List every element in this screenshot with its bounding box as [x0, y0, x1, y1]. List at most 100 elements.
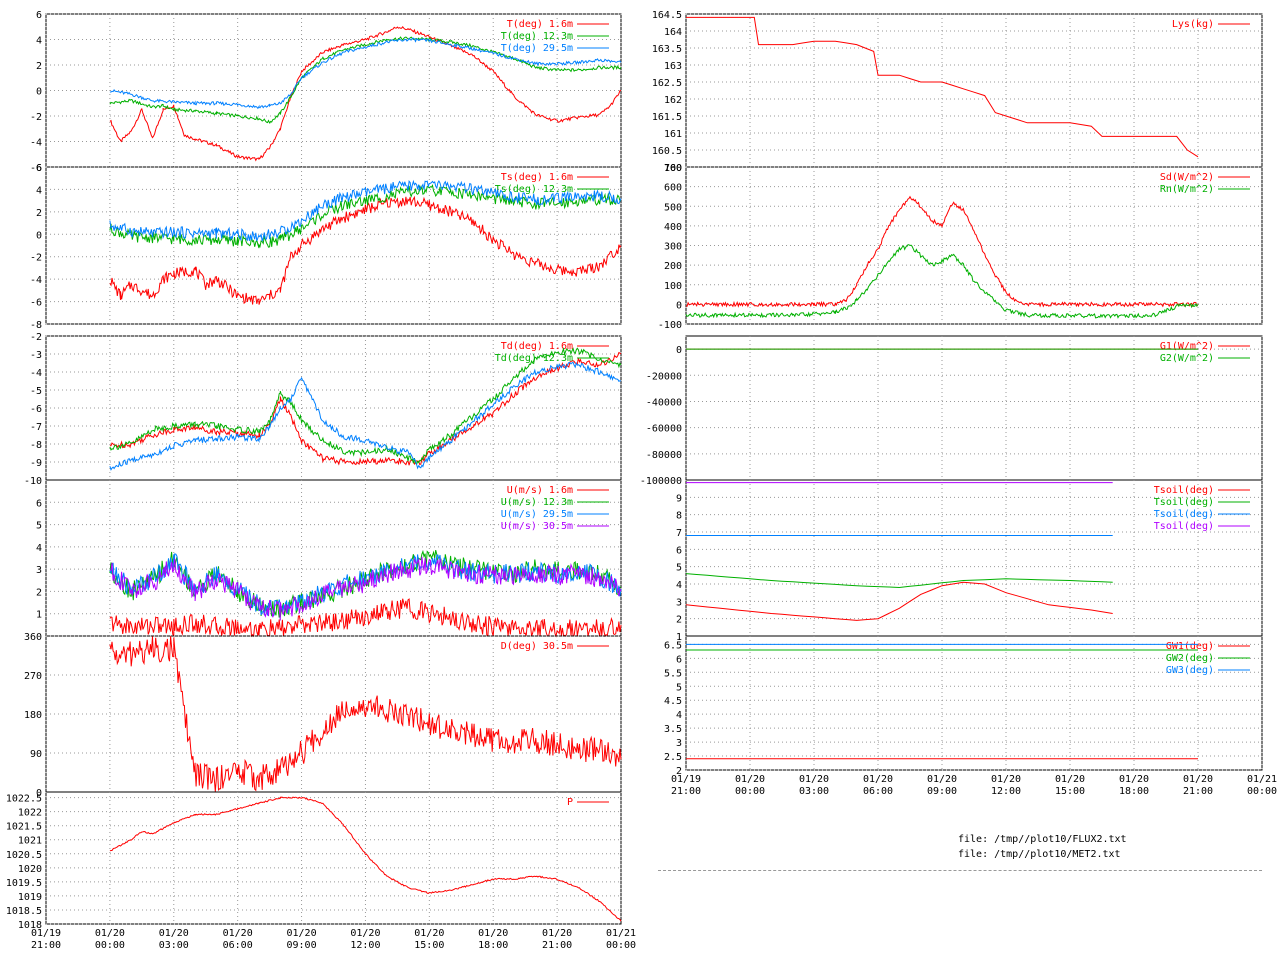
y-tick-label: -2: [30, 253, 42, 264]
y-tick-label: 2.5: [664, 752, 682, 763]
series-line-red: [685, 195, 1199, 308]
x-tick-date: 01/20: [927, 774, 957, 785]
y-tick-label: 4.5: [664, 696, 682, 707]
x-tick-date: 01/20: [478, 928, 508, 939]
y-tick-label: 8: [676, 511, 682, 522]
x-tick-time: 21:00: [671, 786, 701, 797]
x-tick-time: 18:00: [1119, 786, 1149, 797]
y-tick-label: 270: [24, 671, 42, 682]
panel-temp: -6 -4 -2 0 2 4 6 T(deg) 1.6mT(deg) 12.3mT(deg) …: [30, 10, 622, 174]
y-tick-label: 200: [664, 261, 682, 272]
x-tick-date: 01/20: [1119, 774, 1149, 785]
y-tick-label: 2: [36, 61, 42, 72]
y-tick-label: -9: [30, 458, 42, 469]
y-tick-label: -4: [30, 368, 42, 379]
x-tick-date: 01/20: [414, 928, 444, 939]
y-tick-label: 6.5: [664, 640, 682, 651]
legend-label: Rn(W/m^2): [1160, 184, 1214, 195]
x-tick-time: 18:00: [478, 940, 508, 951]
series-line-red: [686, 16, 1199, 158]
y-tick-label: 164: [664, 27, 682, 38]
y-tick-label: 4: [676, 580, 682, 591]
y-tick-label: 0: [36, 87, 42, 98]
series-line-blue: [109, 37, 622, 110]
x-tick-time: 09:00: [287, 940, 317, 951]
legend-label: P: [567, 797, 573, 808]
legend-label: U(m/s) 29.5m: [501, 509, 573, 520]
separator-line: [658, 870, 1262, 871]
x-tick-time: 00:00: [1247, 786, 1277, 797]
legend-label: Td(deg) 1.6m: [501, 341, 573, 352]
legend-label: GW1(deg): [1166, 641, 1214, 652]
y-tick-label: -100000: [640, 476, 682, 487]
y-tick-label: 1: [36, 610, 42, 621]
legend-label: GW2(deg): [1166, 653, 1214, 664]
y-tick-label: 7: [676, 528, 682, 539]
y-tick-label: 2: [676, 615, 682, 626]
y-tick-label: 3: [676, 738, 682, 749]
y-tick-label: 5: [676, 682, 682, 693]
y-tick-label: 4: [676, 710, 682, 721]
y-tick-label: 4: [36, 36, 42, 47]
x-tick-date: 01/20: [799, 774, 829, 785]
x-tick-date: 01/20: [159, 928, 189, 939]
y-tick-label: 5: [36, 521, 42, 532]
legend-label: Ts(deg) 1.6m: [501, 172, 573, 183]
y-tick-label: 6: [36, 10, 42, 21]
y-tick-label: 162.5: [652, 78, 682, 89]
legend-label: Tsoil(deg): [1154, 485, 1214, 496]
y-tick-label: 3.5: [664, 724, 682, 735]
legend-label: T(deg) 1.6m: [507, 19, 573, 30]
y-tick-label: -5: [30, 386, 42, 397]
panel-tsoil: 123456789Tsoil(deg)Tsoil(deg)Tsoil(deg)T…: [676, 479, 1263, 643]
y-tick-label: 1020: [18, 864, 42, 875]
panel-dir: 0 90 180 270 360 D(deg) 30.5m: [24, 632, 622, 799]
y-tick-label: 161.5: [652, 112, 682, 123]
series-line-red: [685, 581, 1113, 621]
x-tick-date: 01/20: [223, 928, 253, 939]
legend-label: GW3(deg): [1166, 665, 1214, 676]
x-tick-time: 21:00: [31, 940, 61, 951]
x-tick-time: 03:00: [799, 786, 829, 797]
x-tick-time: 00:00: [735, 786, 765, 797]
series-line-red: [109, 351, 622, 466]
y-tick-label: 6: [676, 654, 682, 665]
legend-label: U(m/s) 12.3m: [501, 497, 573, 508]
panel-flux: -100000 -80000 -60000 -40000 -20000 0 G1(W/m^2…: [640, 335, 1263, 487]
y-tick-label: 3: [36, 565, 42, 576]
x-tick-date: 01/20: [863, 774, 893, 785]
legend-label: Tsoil(deg): [1154, 509, 1214, 520]
x-tick-time: 00:00: [95, 940, 125, 951]
y-tick-label: 700: [664, 163, 682, 174]
x-tick-time: 06:00: [863, 786, 893, 797]
y-tick-label: 0: [36, 230, 42, 241]
y-tick-label: 6: [36, 498, 42, 509]
y-tick-label: -8: [30, 320, 42, 331]
y-tick-label: 0: [676, 300, 682, 311]
y-tick-label: -4: [30, 138, 42, 149]
panel-press: 1018 1018.5 1019 1019.5 1020 1020.5 1021 1021.5…: [6, 791, 636, 951]
legend-label: T(deg) 29.5m: [501, 43, 573, 54]
y-tick-label: 1018.5: [6, 906, 42, 917]
series-line-red: [109, 636, 622, 792]
y-tick-label: -7: [30, 422, 42, 433]
y-tick-label: 0: [36, 788, 42, 799]
panel-rad: -100 0 100 200 300 400 500 600 700 Sd(W/m^2)Rn(W/…: [658, 163, 1263, 331]
y-tick-label: 1022: [18, 808, 42, 819]
y-tick-label: 1021: [18, 836, 42, 847]
x-tick-time: 06:00: [223, 940, 253, 951]
legend-label: Lys(kg): [1172, 19, 1214, 30]
x-tick-date: 01/20: [1183, 774, 1213, 785]
y-tick-label: -6: [30, 404, 42, 415]
series-line-red: [109, 598, 622, 638]
y-tick-label: 600: [664, 183, 682, 194]
y-tick-label: 6: [676, 545, 682, 556]
panel-lys: 160 160.5 161 161.5 162 162.5 163 163.5 164 164.5…: [652, 10, 1263, 174]
y-tick-label: -80000: [646, 450, 682, 461]
y-tick-label: 4: [36, 185, 42, 196]
y-tick-label: 2: [676, 766, 682, 777]
y-tick-label: 1018: [18, 920, 42, 931]
legend-label: Tsoil(deg): [1154, 497, 1214, 508]
